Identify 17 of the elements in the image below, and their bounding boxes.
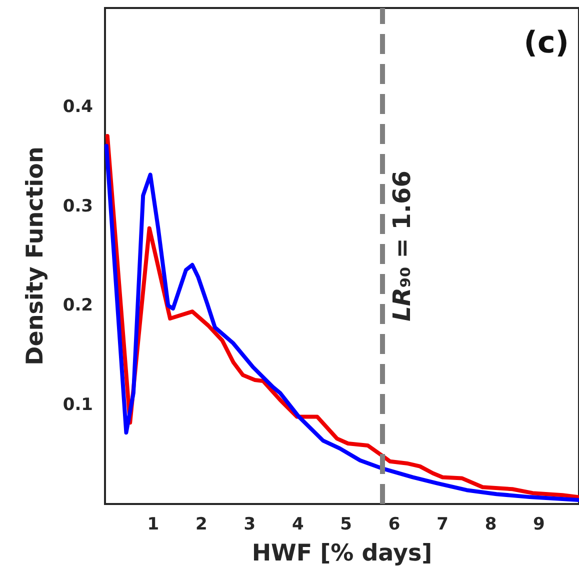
annotation: (c): [524, 26, 570, 60]
y-axis-title: Density Function: [22, 146, 48, 366]
annotation: LR₉₀ = 1.66: [388, 170, 416, 322]
x-tick-label: 6: [388, 514, 400, 534]
x-tick-label: 2: [196, 514, 208, 534]
x-axis-title: HWF [% days]: [252, 540, 432, 566]
y-tick-label: 0.3: [62, 196, 93, 216]
x-tick-label: 3: [244, 514, 256, 534]
x-tick-label: 4: [292, 514, 304, 534]
x-tick-label: 5: [340, 514, 352, 534]
x-tick-label: 1: [147, 514, 160, 534]
x-tick-label: 9: [533, 514, 545, 534]
y-tick-label: 0.2: [62, 296, 93, 316]
x-tick-label: 7: [436, 514, 448, 534]
y-tick-label: 0.4: [62, 97, 94, 118]
y-tick-label: 0.1: [62, 394, 93, 415]
x-tick-label: 8: [484, 514, 497, 534]
